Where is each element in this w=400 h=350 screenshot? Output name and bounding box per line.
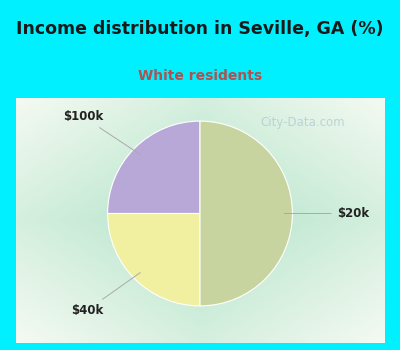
Wedge shape <box>108 214 200 306</box>
Text: $100k: $100k <box>63 110 140 154</box>
Wedge shape <box>108 121 200 214</box>
Text: City-Data.com: City-Data.com <box>261 116 345 129</box>
Text: White residents: White residents <box>138 69 262 83</box>
Text: $40k: $40k <box>71 273 140 317</box>
Text: $20k: $20k <box>284 207 369 220</box>
Text: Income distribution in Seville, GA (%): Income distribution in Seville, GA (%) <box>16 20 384 38</box>
Wedge shape <box>200 121 292 306</box>
